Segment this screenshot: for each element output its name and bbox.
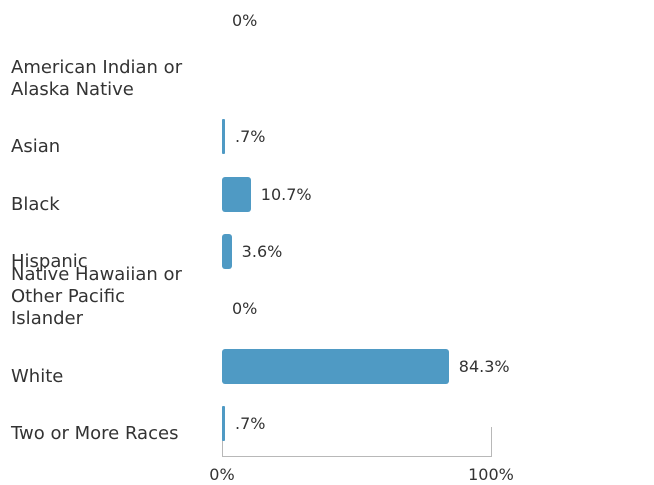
x-tick-label: 100% — [468, 465, 514, 484]
bar — [222, 233, 232, 269]
axis-tick-100 — [491, 427, 492, 457]
bar — [222, 348, 449, 384]
category-label: White — [11, 365, 64, 387]
value-label: 0% — [232, 11, 258, 30]
axis-tick-0 — [222, 427, 223, 457]
bar — [222, 119, 225, 155]
category-label: Hispanic — [11, 250, 88, 272]
value-label: .7% — [235, 413, 266, 433]
category-label: American Indian or Alaska Native — [11, 57, 183, 100]
x-axis-baseline — [222, 456, 492, 457]
value-label: 10.7% — [260, 184, 312, 204]
category-label: Two or More Races — [11, 422, 179, 444]
category-label: Black — [11, 193, 60, 215]
value-label: 3.6% — [241, 241, 283, 261]
bar — [222, 405, 225, 441]
value-label: 84.3% — [458, 356, 510, 376]
value-label: 0% — [232, 299, 258, 319]
category-label: Asian — [11, 136, 61, 158]
category-label: Native Hawaiian or Other Pacific Islande… — [11, 264, 182, 330]
bar — [222, 176, 251, 212]
x-tick-label: 0% — [209, 465, 235, 484]
value-label: .7% — [235, 127, 266, 147]
